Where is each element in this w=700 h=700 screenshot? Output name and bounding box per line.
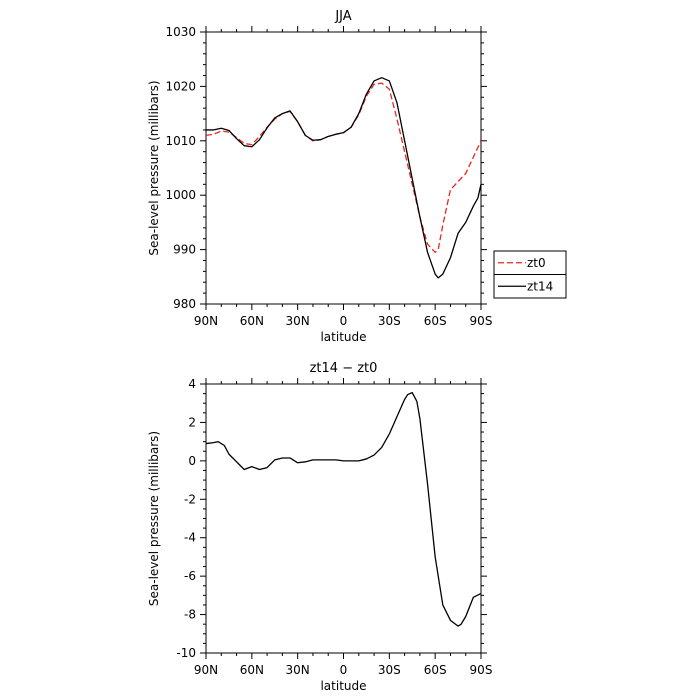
y-tick-label: -10	[176, 646, 196, 660]
x-tick-label: 60N	[240, 663, 264, 677]
plot-frame	[205, 31, 482, 305]
y-tick-label: -8	[184, 608, 196, 622]
y-tick-label: -6	[184, 569, 196, 583]
series-line-zt14	[206, 77, 482, 279]
x-tick-label: 60S	[424, 663, 447, 677]
chart-panel-2: zt14 − zt0 -10 -8 -6 -4 -2 0 2 4 90N 60N 30N 0 30S 60S…	[147, 361, 492, 693]
x-tick-label: 0	[340, 663, 348, 677]
y-tick-label: 4	[188, 377, 196, 391]
x-tick-label: 30N	[286, 314, 310, 328]
chart-title: zt14 − zt0	[310, 361, 378, 376]
chart-title: JJA	[334, 9, 351, 24]
y-axis-label: Sea-level pressure (millibars)	[147, 80, 161, 255]
plot-frame	[205, 383, 482, 654]
y-tick-label: 0	[188, 454, 196, 468]
x-tick-label: 90S	[470, 663, 493, 677]
x-tick-label: 60N	[240, 314, 264, 328]
y-axis-label: Sea-level pressure (millibars)	[147, 431, 161, 606]
y-tick-label: 980	[173, 297, 196, 311]
x-axis-label: latitude	[320, 679, 366, 693]
legend-label-zt14: zt14	[527, 279, 553, 293]
y-tick-label: 1000	[165, 188, 196, 202]
x-tick-label: 0	[340, 314, 348, 328]
y-tick-label: 1010	[165, 134, 196, 148]
y-tick-label: 1020	[165, 79, 196, 93]
x-tick-label: 30S	[378, 314, 401, 328]
x-tick-label: 90S	[470, 314, 493, 328]
y-tick-label: -4	[184, 531, 196, 545]
series-line-zt0	[205, 82, 482, 253]
x-tick-label: 90N	[194, 663, 218, 677]
y-tick-label: 990	[173, 243, 196, 257]
chart-panel-1: JJA 980 990 1000 1010 1020 1030 90N 60N 30N 0 30S 60…	[147, 9, 567, 344]
legend: zt0 zt14	[493, 250, 567, 299]
series-line-1	[205, 392, 482, 627]
x-tick-label: 60S	[424, 314, 447, 328]
x-tick-label: 30N	[286, 663, 310, 677]
y-tick-label: 2	[188, 415, 196, 429]
x-tick-label: 30S	[378, 663, 401, 677]
x-tick-label: 90N	[194, 314, 218, 328]
y-tick-label: 1030	[165, 25, 196, 39]
y-tick-label: -2	[184, 492, 196, 506]
x-axis-label: latitude	[320, 330, 366, 344]
legend-label-zt0: zt0	[527, 256, 546, 270]
